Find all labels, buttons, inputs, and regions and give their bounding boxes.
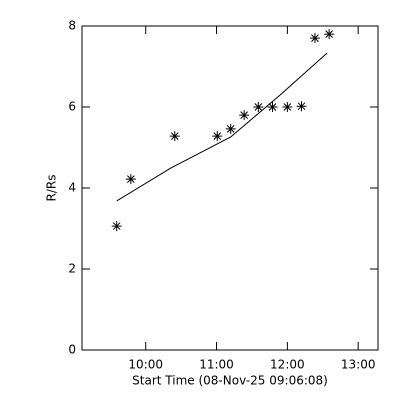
asterisk-marker: [309, 33, 320, 44]
y-tick-label: 0: [68, 343, 76, 357]
asterisk-marker: [253, 102, 264, 112]
x-tick-label: 12:00: [270, 358, 305, 372]
plot-frame: [81, 25, 379, 351]
asterisk-marker: [169, 131, 180, 142]
y-tick-label: 6: [68, 100, 76, 114]
y-tick-label: 8: [68, 19, 76, 33]
fit-line: [116, 52, 328, 202]
asterisk-marker: [324, 29, 335, 40]
y-tick-label: 4: [68, 181, 76, 195]
asterisk-marker: [111, 221, 122, 232]
asterisk-marker: [267, 102, 278, 112]
asterisk-marker: [225, 123, 236, 134]
asterisk-marker: [239, 110, 250, 121]
x-tick-label: 13:00: [341, 358, 376, 372]
x-tick-label: 11:00: [199, 358, 234, 372]
asterisk-marker: [212, 131, 223, 142]
asterisk-marker: [282, 102, 293, 112]
asterisk-marker: [296, 101, 307, 112]
y-tick-label: 2: [68, 262, 76, 276]
y-axis-label: R/Rs: [45, 175, 59, 202]
asterisk-marker: [125, 174, 136, 185]
x-tick-label: 10:00: [128, 358, 163, 372]
x-axis-label: Start Time (08-Nov-25 09:06:08): [132, 374, 328, 388]
